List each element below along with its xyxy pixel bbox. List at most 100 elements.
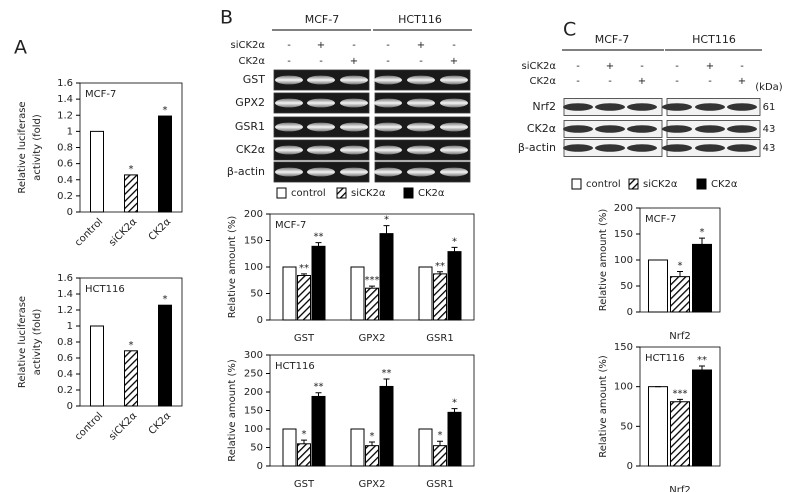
y-tick-label: 200: [614, 203, 633, 214]
bar: [418, 266, 433, 321]
bar: [90, 325, 104, 407]
blot-band: [307, 122, 335, 132]
y-tick-label: 1.6: [57, 78, 73, 89]
legend-swatch: [571, 178, 582, 190]
error-bar: [677, 270, 683, 277]
blot-band: [275, 145, 303, 155]
bar: [433, 273, 447, 321]
treatment-label: siCK2α: [522, 61, 557, 72]
chart-title: HCT116: [85, 284, 125, 295]
y-tick-label: 0.2: [57, 191, 73, 202]
y-tick-label: 0.8: [57, 143, 73, 154]
bar: [433, 445, 447, 467]
treatment-sign: +: [450, 56, 458, 67]
treatment-sign: -: [640, 61, 644, 72]
significance: **: [314, 382, 324, 393]
legend-swatch: [403, 187, 414, 199]
blot-band: [627, 144, 657, 152]
y-tick-label: 0.4: [57, 369, 73, 380]
panel-label: B: [220, 7, 233, 29]
error-bar: [699, 365, 705, 371]
x-tick-label: GPX2: [359, 333, 386, 344]
treatment-sign: -: [386, 56, 390, 67]
bar: [297, 443, 311, 467]
significance: ***: [365, 275, 380, 286]
y-tick-label: 300: [244, 350, 263, 361]
blot-band: [407, 167, 435, 177]
x-axis-label: Nrf2: [669, 331, 690, 342]
panel-label: C: [563, 19, 576, 41]
y-tick-label: 0: [627, 307, 633, 318]
treatment-sign: -: [419, 56, 423, 67]
y-tick-label: 250: [244, 369, 263, 380]
blot-band: [307, 145, 335, 155]
y-tick-label: 1: [67, 126, 73, 137]
y-axis-label: Relative amount (%): [598, 355, 609, 458]
y-tick-label: 1.4: [57, 289, 73, 300]
blot-band: [340, 122, 368, 132]
blot-band: [275, 122, 303, 132]
error-bar: [301, 273, 307, 276]
y-tick-label: 150: [614, 229, 633, 240]
significance: *: [452, 398, 457, 409]
blot-row-label: CK2α: [236, 143, 265, 156]
error-bar: [315, 392, 322, 397]
significance: ***: [673, 388, 688, 399]
y-tick-label: 50: [250, 289, 263, 300]
bar: [379, 233, 394, 321]
y-tick-label: 150: [244, 406, 263, 417]
bar: [311, 395, 326, 467]
y-tick-label: 100: [614, 255, 633, 266]
bar: [692, 243, 712, 313]
x-tick-label: GSR1: [426, 333, 453, 344]
blot-band: [307, 75, 335, 85]
blot-band: [340, 145, 368, 155]
y-tick-label: 100: [244, 262, 263, 273]
blot-band: [307, 167, 335, 177]
bar: [90, 130, 104, 213]
treatment-sign: -: [287, 40, 291, 51]
treatment-sign: -: [675, 61, 679, 72]
error-bar: [437, 440, 443, 446]
error-bar: [301, 439, 307, 444]
bar: [670, 401, 690, 467]
treatment-label: siCK2α: [231, 40, 266, 51]
treatment-sign: +: [638, 76, 646, 87]
chart-title: HCT116: [645, 353, 685, 364]
y-axis-label: activity (fold): [32, 309, 43, 376]
y-tick-label: 1.2: [57, 305, 73, 316]
bar: [670, 276, 690, 313]
cell-line-label: HCT116: [398, 13, 442, 26]
y-tick-label: 1.6: [57, 273, 73, 284]
blot-band: [407, 122, 435, 132]
bar: [447, 411, 462, 467]
significance: **: [435, 261, 445, 272]
error-bar: [383, 378, 390, 387]
kda-label: 43: [763, 124, 776, 135]
error-bar: [369, 441, 375, 446]
bar: [379, 385, 394, 467]
significance: *: [438, 430, 443, 441]
x-tick-label: CK2α: [147, 410, 174, 437]
x-tick-label: GST: [294, 479, 315, 490]
treatment-label: CK2α: [239, 56, 266, 67]
error-bar: [315, 242, 322, 247]
bar: [692, 369, 712, 467]
y-tick-label: 50: [250, 443, 263, 454]
x-tick-label: GST: [294, 333, 315, 344]
error-bar: [451, 246, 458, 252]
significance: **: [314, 232, 324, 243]
cell-line-label: HCT116: [692, 33, 736, 46]
legend-swatch: [276, 187, 287, 199]
legend-label: control: [586, 179, 621, 190]
treatment-sign: +: [706, 61, 714, 72]
y-tick-label: 100: [244, 424, 263, 435]
y-tick-label: 150: [614, 342, 633, 353]
y-axis-label: Relative luciferase: [17, 296, 28, 388]
kda-label: 61: [763, 102, 776, 113]
legend-label: CK2α: [418, 188, 445, 199]
y-tick-label: 0.8: [57, 337, 73, 348]
blot-band: [440, 145, 468, 155]
x-tick-label: CK2α: [147, 216, 174, 243]
